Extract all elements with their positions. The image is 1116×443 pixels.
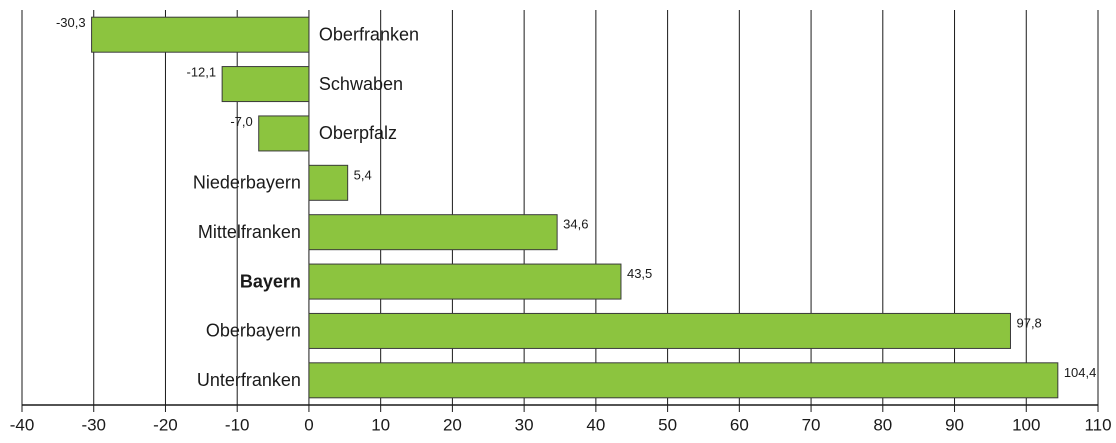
bar: [308, 263, 622, 300]
value-label: -30,3: [56, 15, 86, 30]
category-label: Unterfranken: [197, 370, 301, 390]
value-label: 97,8: [1016, 315, 1041, 330]
category-label: Oberbayern: [206, 321, 301, 341]
x-tick-label: -20: [153, 415, 178, 434]
value-label: 34,6: [563, 217, 588, 232]
x-tick-label: 70: [802, 415, 821, 434]
x-tick-label: -30: [81, 415, 106, 434]
x-tick-label: 0: [304, 415, 313, 434]
category-label: Oberpfalz: [319, 123, 397, 143]
value-label: 5,4: [354, 167, 372, 182]
x-tick-label: -40: [10, 415, 35, 434]
x-tick-label: 20: [443, 415, 462, 434]
category-label: Niederbayern: [193, 173, 301, 193]
bar: [308, 164, 349, 201]
category-label: Oberfranken: [319, 24, 419, 44]
x-tick-label: 110: [1084, 415, 1111, 434]
category-label: Bayern: [240, 271, 301, 291]
bar: [308, 312, 1011, 349]
value-label: 43,5: [627, 266, 652, 281]
value-label: -7,0: [230, 114, 252, 129]
x-tick-label: 80: [873, 415, 892, 434]
bar: [308, 362, 1059, 399]
value-label: -12,1: [186, 65, 216, 80]
x-tick-label: 60: [730, 415, 749, 434]
x-tick-label: 50: [658, 415, 677, 434]
x-tick-label: 30: [515, 415, 534, 434]
bar: [308, 214, 558, 251]
x-tick-label: 90: [945, 415, 964, 434]
bar: [221, 66, 310, 103]
category-label: Mittelfranken: [198, 222, 301, 242]
category-label: Schwaben: [319, 74, 403, 94]
x-tick-label: 40: [586, 415, 605, 434]
value-label: 104,4: [1064, 365, 1097, 380]
x-tick-label: 100: [1012, 415, 1040, 434]
bar: [91, 16, 310, 53]
bar: [258, 115, 310, 152]
x-tick-label: -10: [225, 415, 250, 434]
x-tick-label: 10: [371, 415, 390, 434]
